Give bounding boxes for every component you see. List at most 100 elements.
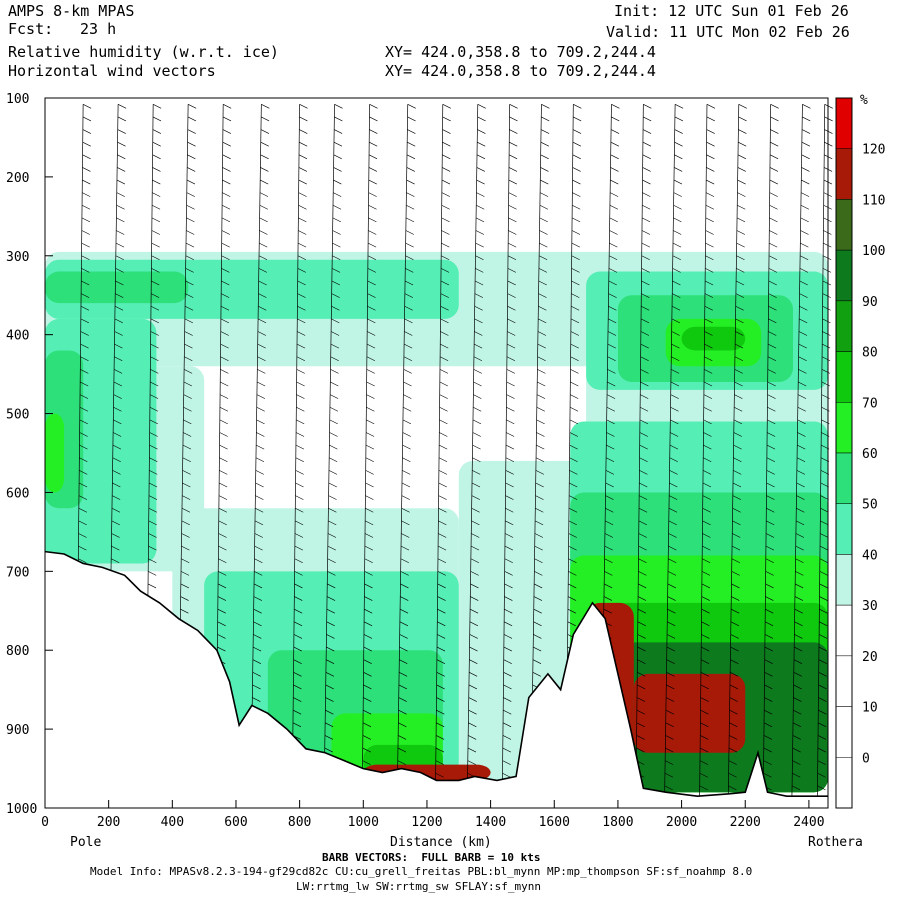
wind-barb-flag — [80, 343, 89, 349]
wind-barb-flag — [293, 634, 303, 639]
wind-barb-flag — [441, 230, 450, 235]
wind-barb-flag — [736, 230, 745, 235]
wind-barb-flag — [112, 432, 122, 437]
wind-barb-flag — [297, 318, 306, 324]
wind-barb-flag — [326, 634, 335, 639]
wind-barb-flag — [436, 672, 445, 677]
y-tick-label: 800 — [6, 644, 29, 659]
y-tick-label: 500 — [6, 408, 29, 423]
wind-barb-flag — [667, 608, 676, 614]
wind-barb-flag — [441, 255, 450, 261]
wind-barb-flag — [442, 129, 451, 134]
wind-barb-flag — [112, 457, 121, 463]
wind-barb-flag — [637, 659, 646, 664]
y-tick-label: 300 — [6, 250, 29, 265]
wind-barb-flag — [82, 104, 92, 109]
wind-barb-flag — [406, 179, 415, 185]
wind-barb-flag — [538, 305, 547, 311]
wind-barb-flag — [795, 545, 804, 551]
wind-barb-flag — [398, 672, 408, 677]
wind-barb-flag — [366, 356, 376, 362]
wind-barb-flag — [795, 571, 804, 576]
wind-barb-flag — [331, 268, 341, 273]
wind-barb-flag — [609, 192, 619, 197]
wind-barb-flag — [507, 331, 516, 336]
wind-barb-flag — [220, 305, 230, 311]
wind-barb-flag — [506, 432, 515, 437]
wind-barb-flag — [798, 369, 807, 374]
wind-barb-flag — [473, 406, 482, 412]
wind-barb-flag — [437, 634, 446, 639]
wind-barb-flag — [791, 785, 801, 791]
wind-barb-flag — [253, 634, 262, 639]
wind-barb-flag — [800, 217, 809, 223]
wind-barb-flag — [476, 205, 485, 210]
wind-barb-flag — [332, 217, 341, 223]
wind-barb-flag — [668, 545, 677, 551]
y-tick-label: 100 — [6, 92, 29, 107]
wind-barb-flag — [818, 709, 827, 715]
wind-barb-flag — [435, 735, 445, 740]
wind-barb-flag — [406, 154, 416, 160]
wind-barb-flag — [572, 205, 581, 210]
wind-barb-flag — [325, 672, 335, 677]
wind-barb-flag — [702, 533, 711, 538]
wind-barb-flag — [733, 470, 742, 475]
wind-barb-flag — [222, 167, 231, 172]
wind-barb-flag — [149, 419, 158, 425]
wind-barb-flag — [188, 104, 197, 109]
wind-barb-column — [323, 104, 343, 805]
wind-barb-flag — [728, 773, 737, 778]
wind-barb-flag — [704, 280, 714, 286]
wind-barb-flag — [666, 684, 675, 690]
wind-barb-flag — [800, 205, 810, 210]
wind-barb-flag — [218, 507, 228, 513]
wind-barb-flag — [259, 205, 268, 210]
wind-barb-flag — [219, 406, 229, 412]
wind-barb-flag — [151, 255, 160, 261]
wind-barb-flag — [571, 305, 580, 311]
wind-barb-column — [762, 104, 779, 805]
wind-barb-flag — [367, 305, 376, 311]
wind-barb-flag — [731, 545, 741, 551]
wind-barb-flag — [537, 369, 546, 374]
wind-barb-flag — [222, 179, 231, 185]
wind-barb-flag — [730, 672, 739, 677]
wind-barb-flag — [671, 318, 680, 324]
wind-barb-flag — [505, 495, 514, 500]
wind-barb-flag — [795, 583, 804, 589]
wind-barb-flag — [504, 558, 513, 563]
wind-barb-flag — [252, 684, 261, 690]
wind-barb-flag — [569, 444, 578, 450]
wind-barb-flag — [820, 533, 829, 538]
wind-barb-flag — [115, 268, 124, 273]
wind-barb-flag — [502, 735, 512, 740]
wind-barb-flag — [325, 697, 334, 702]
humidity-region-110 — [633, 673, 746, 753]
wind-barb-flag — [221, 230, 230, 235]
wind-barb-staff — [323, 104, 335, 805]
wind-barb-flag — [297, 255, 307, 261]
wind-barb-flag — [509, 104, 518, 109]
wind-barb-flag — [699, 773, 708, 778]
model-info-line-2: LW:rrtmg_lw SW:rrtmg_sw SFLAY:sf_mynn — [296, 880, 542, 893]
colorbar-swatch — [835, 300, 853, 352]
wind-barb-flag — [670, 381, 680, 387]
wind-barb-flag — [258, 305, 267, 311]
wind-barb-flag — [476, 154, 486, 160]
wind-barb-flag — [702, 495, 711, 500]
wind-barb-flag — [665, 697, 675, 702]
x-tick-label: 400 — [161, 815, 184, 830]
wind-barb-flag — [665, 722, 674, 728]
wind-barb-flag — [222, 154, 231, 160]
wind-barb-flag — [222, 141, 231, 147]
wind-barb-flag — [763, 773, 772, 778]
wind-barb-flag — [186, 217, 195, 223]
wind-barb-flag — [665, 735, 674, 740]
wind-barb-flag — [571, 230, 581, 235]
wind-barb-flag — [798, 343, 807, 349]
wind-barb-flag — [471, 482, 481, 488]
wind-barb-flag — [765, 571, 774, 576]
wind-barb-flag — [114, 356, 123, 362]
wind-barb-flag — [735, 293, 745, 298]
